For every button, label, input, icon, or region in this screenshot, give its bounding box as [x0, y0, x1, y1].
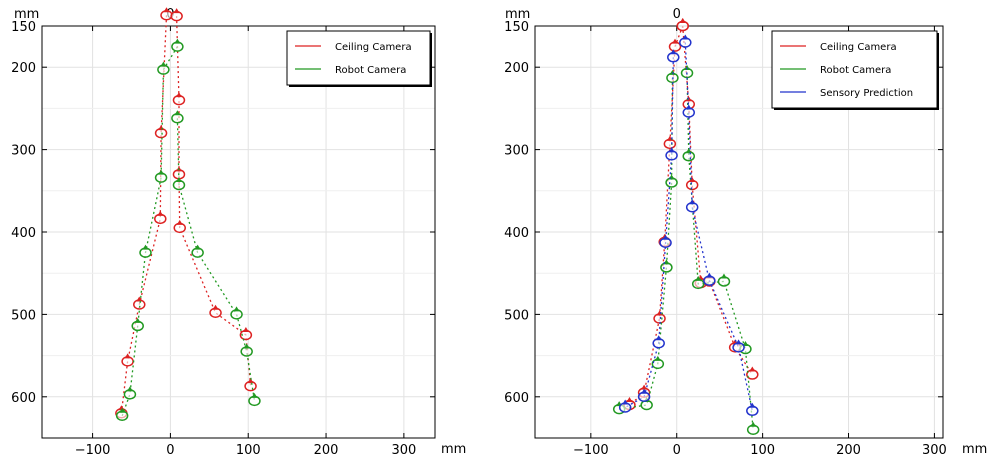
- legend-label: Sensory Prediction: [820, 88, 913, 99]
- y-tick-label: 400: [504, 226, 529, 241]
- legend-box: [287, 31, 430, 85]
- y-tick-label: 400: [11, 226, 36, 241]
- legend-label: Robot Camera: [820, 65, 891, 76]
- y-tick-label: 300: [504, 144, 529, 159]
- x-tick-label: 100: [750, 443, 775, 458]
- legend-label: Ceiling Camera: [820, 42, 897, 53]
- x-axis-label: mm: [962, 442, 987, 457]
- x-tick-label: −100: [75, 443, 111, 458]
- y-tick-label: 150: [11, 20, 36, 35]
- data-point-heading: [176, 92, 182, 97]
- x-axis-label: mm: [441, 442, 466, 457]
- data-point-heading: [177, 220, 183, 225]
- y-axis-label: mm: [14, 7, 39, 22]
- y-tick-label: 200: [504, 61, 529, 76]
- y-tick-label: 500: [504, 308, 529, 323]
- data-point-heading: [251, 393, 257, 398]
- data-point-heading: [143, 245, 149, 250]
- x-tick-label: 200: [314, 443, 339, 458]
- top-zero-label: 0: [673, 7, 681, 22]
- data-point-heading: [127, 386, 133, 391]
- data-point-heading: [157, 211, 163, 216]
- series-line: [687, 73, 753, 430]
- y-tick-label: 200: [11, 61, 36, 76]
- series-line: [177, 118, 254, 401]
- data-point-heading: [750, 422, 756, 427]
- data-point-heading: [213, 305, 219, 310]
- series-line: [683, 26, 753, 375]
- y-tick-label: 600: [504, 391, 529, 406]
- data-point-heading: [160, 62, 166, 67]
- x-tick-label: 0: [166, 443, 174, 458]
- legend-label: Ceiling Camera: [335, 42, 412, 53]
- data-point-heading: [749, 367, 755, 372]
- x-tick-label: 100: [236, 443, 261, 458]
- x-tick-label: 300: [391, 443, 416, 458]
- series-line: [630, 26, 683, 405]
- y-tick-label: 600: [11, 391, 36, 406]
- data-point-heading: [626, 397, 632, 402]
- data-point-heading: [158, 170, 164, 175]
- legend-label: Robot Camera: [335, 65, 406, 76]
- x-tick-label: 0: [673, 443, 681, 458]
- data-point-heading: [655, 356, 661, 361]
- y-tick-label: 300: [11, 144, 36, 159]
- x-tick-label: 200: [836, 443, 861, 458]
- y-axis-label: mm: [505, 7, 530, 22]
- chart-panel-left: −1000100200300150200300400500600mmmm0Cei…: [11, 7, 466, 458]
- data-point-heading: [656, 335, 662, 340]
- x-tick-label: −100: [573, 443, 609, 458]
- data-point-heading: [158, 125, 164, 130]
- series-line: [177, 16, 251, 386]
- y-tick-label: 150: [504, 20, 529, 35]
- data-point-heading: [234, 306, 240, 311]
- y-tick-label: 500: [11, 308, 36, 323]
- data-point-heading: [721, 273, 727, 278]
- data-point-heading: [135, 318, 141, 323]
- data-point-heading: [657, 311, 663, 316]
- data-point-heading: [174, 39, 180, 44]
- chart-panel-right: −100 0 100 200 300 150 200 300 400 500 600 mm mm 0 Cei…: [504, 7, 987, 458]
- x-tick-label: 300: [922, 443, 947, 458]
